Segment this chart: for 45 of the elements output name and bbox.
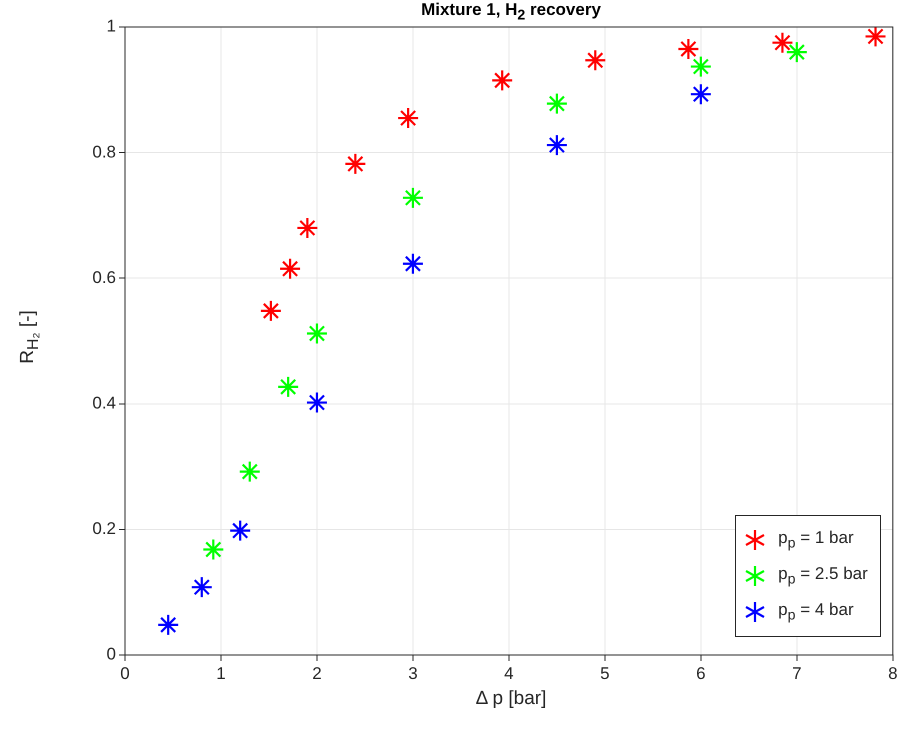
point: [260, 300, 282, 322]
point: [344, 152, 366, 176]
x-tick-label: 4: [504, 664, 514, 683]
y-tick-label: 0.2: [92, 519, 116, 538]
y-tick-label: 0.4: [92, 393, 116, 412]
point: [306, 322, 328, 345]
point: [546, 92, 568, 115]
x-tick-label: 2: [312, 664, 322, 683]
y-tick-label: 1: [106, 16, 116, 36]
y-tick-label: 0.8: [92, 142, 116, 162]
x-tick-label: 1: [216, 664, 226, 683]
x-tick-label: 7: [792, 664, 802, 683]
point: [546, 134, 568, 156]
point: [677, 38, 700, 60]
x-tick-label: 5: [600, 664, 610, 683]
point: [278, 258, 302, 280]
point: [157, 614, 180, 636]
point: [277, 376, 300, 398]
x-tick-label: 0: [120, 664, 130, 683]
point: [584, 49, 606, 72]
legend-label: p$_{p}$ = 4 bar: [778, 600, 854, 624]
point: [771, 32, 794, 54]
point: [786, 41, 808, 64]
point: [690, 83, 712, 106]
point: [202, 538, 224, 561]
point: [491, 69, 514, 92]
x-tick-label: 6: [696, 664, 706, 683]
chart-title: Mixture 1, H$_{2}$ recovery: [420, 0, 602, 26]
y-tick-label: 0: [106, 644, 116, 664]
point: [306, 391, 328, 414]
point: [397, 106, 420, 130]
point: [296, 216, 318, 240]
point: [402, 186, 424, 209]
point: [190, 576, 213, 598]
point: [402, 252, 424, 275]
x-axis-title: Δ p [bar]: [474, 688, 548, 710]
legend-label: p$_{p}$ = 2.5 bar: [778, 564, 868, 588]
x-tick-label: 8: [888, 664, 898, 683]
x-tick-label: 3: [408, 664, 418, 683]
point: [229, 520, 252, 542]
y-tick-label: 0.6: [92, 268, 116, 287]
point: [864, 27, 887, 48]
point: [690, 55, 712, 78]
point: [238, 460, 261, 483]
legend-label: p$_{p}$ = 1 bar: [778, 528, 854, 552]
